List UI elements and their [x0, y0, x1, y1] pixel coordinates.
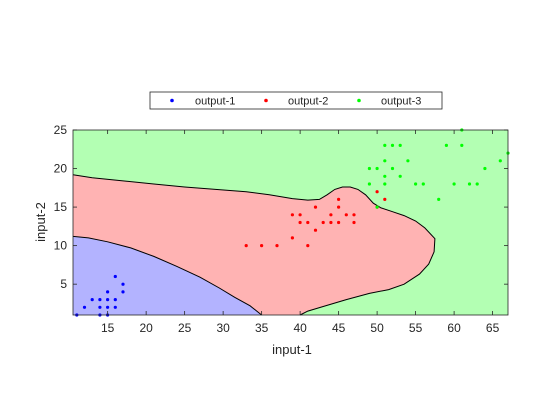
x-tick-label-55: 55 — [409, 321, 423, 335]
point-output-2-2 — [260, 244, 264, 248]
x-tick-label-45: 45 — [332, 321, 346, 335]
point-output-3-13 — [406, 159, 410, 163]
point-output-3-21 — [467, 182, 472, 186]
point-output-2-12 — [321, 220, 325, 225]
decision-boundary-outer — [72, 174, 436, 316]
x-tick-label-20: 20 — [139, 321, 153, 335]
point-output-3-9 — [390, 143, 395, 147]
y-tick-label-5: 5 — [60, 277, 67, 291]
point-output-1-4 — [98, 298, 102, 302]
point-output-2-20 — [352, 213, 356, 217]
point-output-2-11 — [313, 205, 318, 209]
legend-box — [149, 91, 443, 110]
x-tick-label-50: 50 — [370, 321, 384, 335]
point-output-3-1 — [367, 182, 371, 186]
y-axis-label: input-2 — [33, 202, 48, 242]
point-output-3-7 — [383, 159, 387, 163]
point-output-1-2 — [82, 305, 87, 309]
point-output-3-15 — [421, 182, 425, 186]
point-output-3-20 — [460, 143, 464, 147]
point-output-3-2 — [367, 166, 371, 171]
x-tick-label-30: 30 — [216, 321, 230, 335]
plot-area — [72, 128, 510, 317]
point-output-2-5 — [290, 213, 294, 217]
point-output-3-18 — [452, 182, 456, 186]
x-axis: 15 20 25 30 35 40 45 50 55 60 65 — [101, 130, 500, 335]
x-tick-label-25: 25 — [178, 321, 192, 335]
point-output-2-21 — [375, 190, 379, 194]
x-tick-label-15: 15 — [101, 321, 115, 335]
point-output-2-19 — [352, 220, 356, 225]
point-output-3-10 — [390, 166, 395, 171]
point-output-1-9 — [106, 298, 110, 302]
point-output-1-5 — [98, 305, 102, 309]
point-output-3-24 — [498, 159, 502, 163]
point-output-2-15 — [337, 220, 341, 225]
y-axis: 5 10 15 20 25 — [54, 123, 508, 291]
point-output-2-10 — [313, 228, 318, 232]
point-output-3-3 — [375, 166, 379, 171]
decision-boundary-inner — [72, 235, 262, 316]
point-output-2-4 — [290, 236, 294, 240]
legend-marker-output-2 — [264, 98, 268, 103]
point-output-2-18 — [344, 213, 348, 217]
point-output-3-4 — [375, 205, 379, 209]
point-output-3-5 — [383, 174, 387, 178]
point-output-3-6 — [383, 182, 387, 186]
point-output-2-16 — [337, 197, 341, 201]
point-output-2-8 — [306, 244, 310, 248]
point-output-3-11 — [398, 174, 402, 178]
point-output-1-14 — [121, 290, 125, 294]
point-output-2-14 — [329, 213, 333, 217]
x-tick-label-65: 65 — [486, 321, 500, 335]
x-axis-label: input-1 — [272, 342, 312, 357]
point-output-2-17 — [337, 205, 341, 209]
y-tick-label-10: 10 — [54, 239, 68, 253]
legend-marker-output-3 — [357, 98, 361, 103]
legend: output-1 output-2 output-3 — [149, 91, 443, 110]
point-output-2-6 — [298, 220, 302, 225]
point-output-1-15 — [121, 282, 125, 286]
x-tick-label-60: 60 — [447, 321, 461, 335]
point-output-1-11 — [113, 305, 117, 309]
point-output-1-3 — [90, 298, 94, 302]
point-output-2-3 — [275, 244, 279, 248]
legend-label-output-3: output-3 — [381, 96, 421, 108]
legend-label-output-2: output-2 — [288, 96, 328, 108]
region-output-1 — [73, 236, 262, 315]
point-output-2-23 — [383, 197, 387, 201]
point-output-3-14 — [414, 182, 418, 186]
legend-label-output-1: output-1 — [195, 96, 235, 108]
point-output-2-1 — [244, 244, 248, 248]
point-output-2-9 — [306, 220, 310, 225]
point-output-3-16 — [437, 197, 441, 201]
x-tick-label-40: 40 — [293, 321, 307, 335]
x-tick-label-35: 35 — [255, 321, 269, 335]
point-output-2-7 — [298, 213, 302, 217]
point-output-3-22 — [475, 182, 479, 186]
point-output-1-8 — [106, 305, 110, 309]
point-output-3-17 — [444, 143, 448, 147]
point-output-3-23 — [483, 166, 487, 171]
point-output-1-12 — [113, 298, 117, 302]
point-output-3-12 — [398, 143, 402, 147]
point-output-3-8 — [383, 143, 387, 147]
point-output-1-13 — [113, 274, 117, 279]
point-output-1-10 — [106, 290, 110, 294]
point-output-2-13 — [329, 220, 333, 225]
legend-marker-output-1 — [170, 98, 174, 103]
y-tick-label-20: 20 — [54, 162, 68, 176]
y-tick-label-25: 25 — [54, 123, 68, 137]
axes-frame — [72, 129, 509, 316]
y-tick-label-15: 15 — [54, 200, 68, 214]
